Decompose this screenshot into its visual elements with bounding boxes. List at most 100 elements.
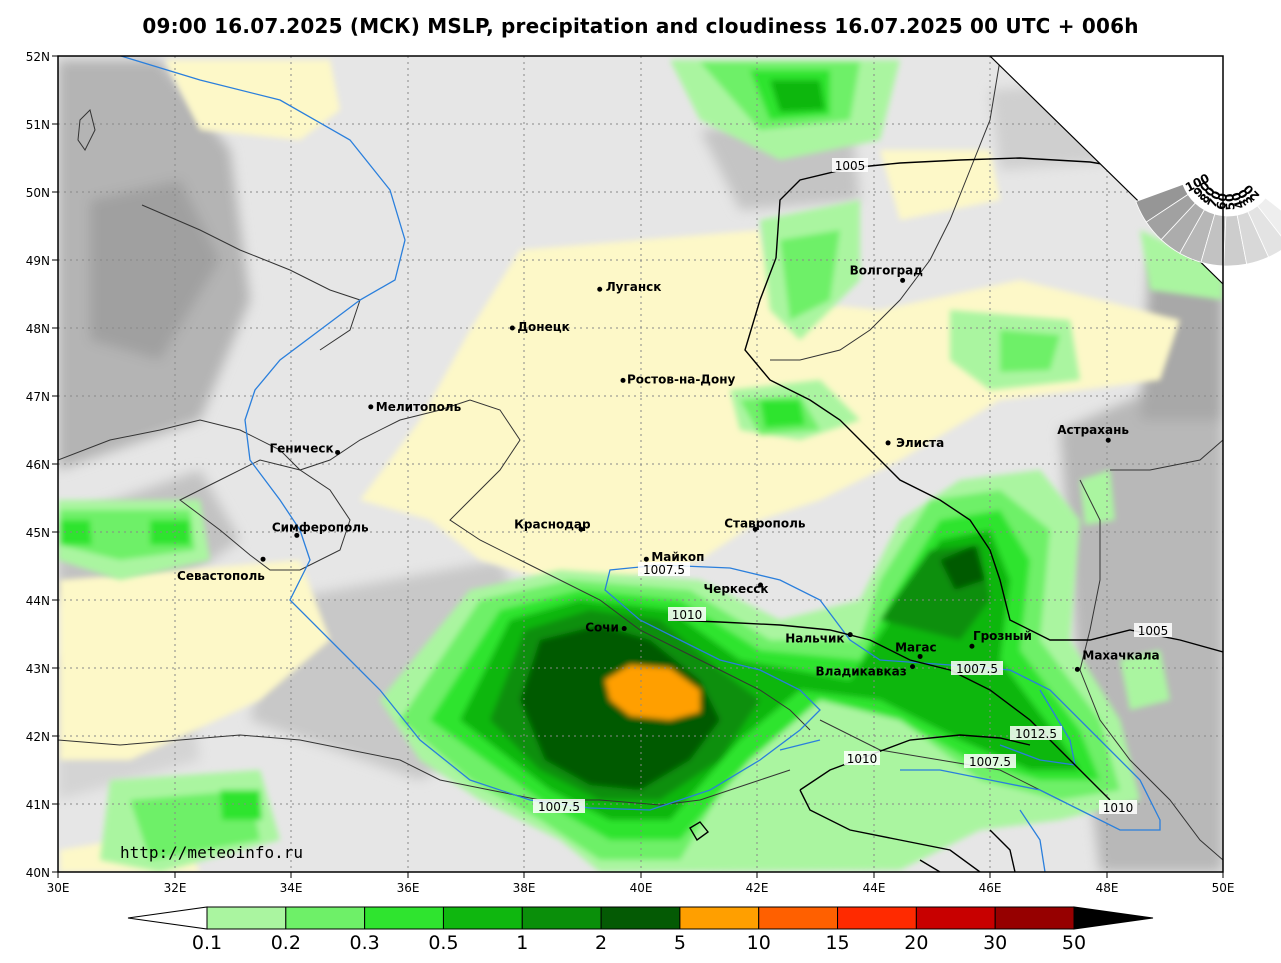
lat-tick-label: 50N bbox=[26, 186, 50, 200]
legend-swatch bbox=[364, 906, 444, 930]
city-label: Магас bbox=[895, 640, 937, 654]
lon-tick-label: 38E bbox=[513, 881, 536, 895]
city-dot bbox=[969, 643, 975, 649]
city-label: Мелитополь bbox=[376, 400, 462, 414]
isobar-label: 1010 bbox=[847, 752, 878, 766]
city-label: Майкоп bbox=[651, 550, 704, 564]
city-dot bbox=[917, 653, 923, 659]
lon-tick-label: 40E bbox=[630, 881, 653, 895]
city-label: Симферополь bbox=[272, 520, 369, 534]
latitude-ticks: 52N 51N 50N 49N 48N 47N 46N 45N 44N 43N … bbox=[26, 50, 50, 880]
city-dot bbox=[752, 526, 758, 532]
city-dot bbox=[335, 449, 341, 455]
legend-lower-arrow bbox=[127, 906, 208, 930]
city-label: Краснодар bbox=[514, 517, 591, 531]
isobar-label: 1007.5 bbox=[643, 563, 685, 577]
cloud-scale-label: 60 bbox=[1214, 192, 1231, 211]
isobar-label: 1007.5 bbox=[538, 800, 580, 814]
lat-tick-label: 51N bbox=[26, 118, 50, 132]
city-dot bbox=[885, 440, 891, 446]
cloud-scale-segment bbox=[1247, 205, 1281, 258]
cloud-scale-label: 70 bbox=[1205, 189, 1224, 210]
lat-tick-label: 48N bbox=[26, 322, 50, 336]
city-dot bbox=[900, 277, 906, 283]
city-label: Астрахань bbox=[1057, 423, 1129, 437]
isobar-label: 1005 bbox=[835, 159, 866, 173]
lon-tick-marks bbox=[57, 872, 1224, 878]
longitude-ticks: 30E 32E 34E 36E 38E 40E 42E 44E 46E 48E … bbox=[47, 881, 1235, 895]
lon-tick-label: 32E bbox=[164, 881, 187, 895]
legend-upper-arrow bbox=[1073, 906, 1154, 930]
city-dot bbox=[757, 582, 763, 588]
city-label: Донецк bbox=[517, 320, 569, 334]
legend-swatch bbox=[679, 906, 760, 930]
lon-tick-label: 30E bbox=[47, 881, 70, 895]
lat-tick-label: 44N bbox=[26, 594, 50, 608]
legend-swatch bbox=[285, 906, 366, 930]
legend-label: 15 bbox=[825, 932, 849, 954]
lat-tick-label: 52N bbox=[26, 50, 50, 64]
isobar-label: 1007.5 bbox=[956, 662, 998, 676]
city-dot bbox=[294, 532, 300, 538]
lat-tick-label: 47N bbox=[26, 390, 50, 404]
map-title: 09:00 16.07.2025 (МСК) MSLP, precipitati… bbox=[142, 14, 1139, 38]
isobars bbox=[120, 56, 1223, 872]
lon-tick-label: 42E bbox=[746, 881, 769, 895]
city-label: Сочи bbox=[585, 621, 619, 635]
city-dot bbox=[643, 556, 649, 562]
lat-tick-label: 46N bbox=[26, 458, 50, 472]
isobar-label: 1012.5 bbox=[1015, 727, 1057, 741]
city-dot bbox=[578, 526, 584, 532]
legend-label: 0.2 bbox=[271, 932, 301, 954]
legend-swatch bbox=[442, 906, 523, 930]
lon-tick-label: 34E bbox=[280, 881, 303, 895]
city-label: Севастополь bbox=[177, 569, 265, 583]
city-dot bbox=[260, 556, 266, 562]
city-label: Волгоград bbox=[850, 263, 924, 277]
lat-tick-label: 40N bbox=[26, 866, 50, 880]
lon-tick-label: 48E bbox=[1096, 881, 1119, 895]
city-label: Ростов-на-Дону bbox=[627, 372, 736, 386]
city-label: Ставрополь bbox=[724, 516, 806, 530]
legend-swatch bbox=[837, 906, 917, 930]
legend-label: 0.5 bbox=[428, 932, 458, 954]
city-dot bbox=[910, 664, 916, 670]
map-field: 1005 1007.5 1010 1005 1007.5 1012.5 1007… bbox=[58, 56, 1223, 872]
city-dot bbox=[847, 632, 853, 638]
legend-label: 20 bbox=[904, 932, 928, 954]
legend-label: 2 bbox=[595, 932, 607, 954]
lon-tick-label: 50E bbox=[1212, 881, 1235, 895]
cloud-scale-label: 50 bbox=[1222, 193, 1237, 211]
legend-swatch bbox=[758, 906, 839, 930]
legend-label: 0.3 bbox=[350, 932, 380, 954]
lon-tick-label: 36E bbox=[397, 881, 420, 895]
city-dot bbox=[1074, 666, 1080, 672]
legend-swatch bbox=[994, 906, 1075, 930]
coastlines bbox=[58, 59, 1223, 861]
city-label: Черкесск bbox=[703, 582, 768, 596]
isobar-label: 1010 bbox=[672, 608, 703, 622]
city-label: Нальчик bbox=[785, 632, 844, 646]
city-dot bbox=[509, 325, 515, 331]
isobar-label: 1010 bbox=[1103, 801, 1134, 815]
graticule bbox=[58, 56, 1223, 872]
legend-label: 50 bbox=[1062, 932, 1086, 954]
legend-label: 5 bbox=[674, 932, 686, 954]
legend-label: 10 bbox=[747, 932, 771, 954]
cloud-scale-label: 40 bbox=[1229, 190, 1247, 210]
city-label: Геническ bbox=[269, 441, 333, 455]
isobar-label: 1005 bbox=[1138, 624, 1169, 638]
lat-tick-label: 41N bbox=[26, 798, 50, 812]
isobar-labels: 1005 1007.5 1010 1005 1007.5 1012.5 1007… bbox=[533, 158, 1172, 815]
city-dot bbox=[620, 377, 626, 383]
legend-swatch bbox=[600, 906, 681, 930]
city-markers: Луганск Донецк Ростов-на-Дону Мелитополь Ген… bbox=[177, 263, 1160, 678]
city-dot bbox=[1105, 437, 1111, 443]
legend-swatch bbox=[206, 906, 287, 930]
legend-swatch bbox=[915, 906, 996, 930]
isobar-label: 1007.5 bbox=[969, 755, 1011, 769]
lon-tick-label: 46E bbox=[979, 881, 1002, 895]
legend-swatch bbox=[521, 906, 602, 930]
